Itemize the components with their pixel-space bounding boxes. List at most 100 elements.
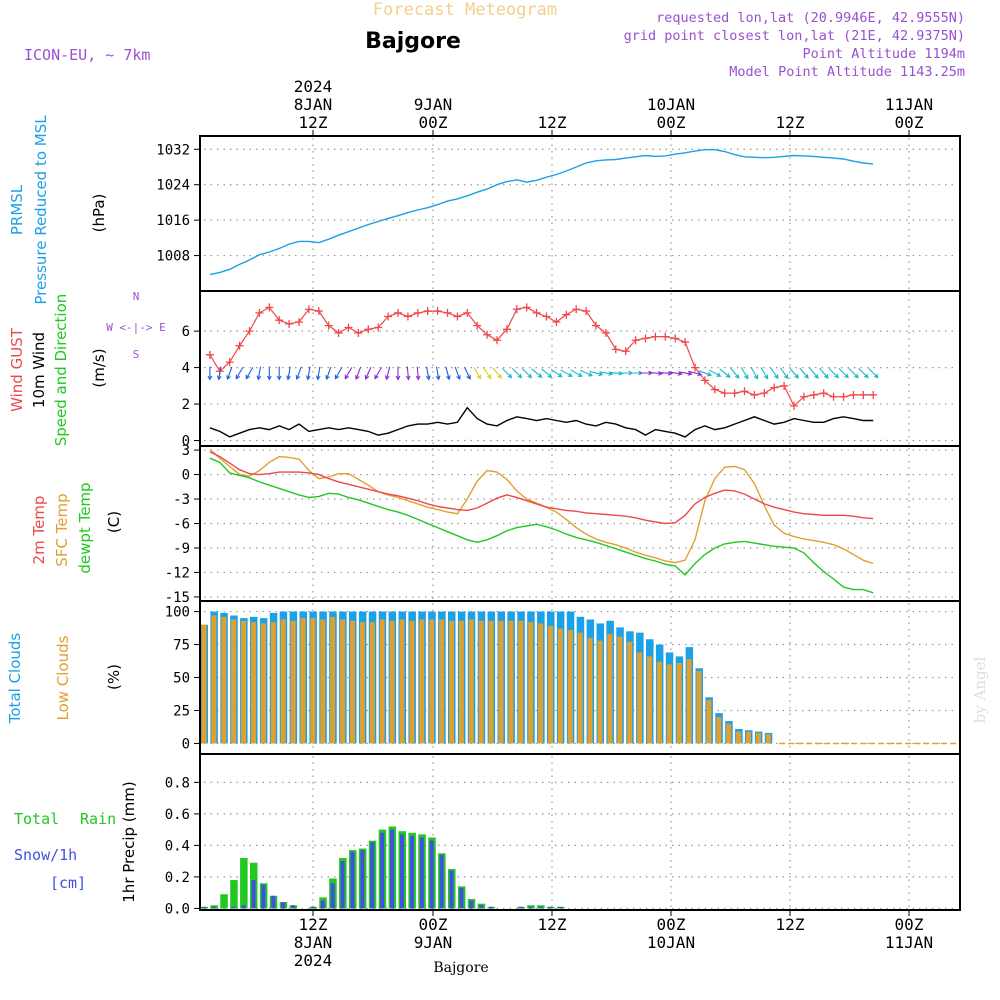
rain-bar xyxy=(230,880,238,909)
temperature-panel: -15 -12 -9 -6 -3 0 3 2m Temp SFC Temp dewpt Temp (… xyxy=(30,443,956,606)
low-cloud-bar xyxy=(597,640,603,744)
gust-marker xyxy=(611,345,620,354)
gust-marker xyxy=(532,308,541,317)
panel-frame xyxy=(199,753,961,911)
panel-label: 2m Temp xyxy=(30,496,48,565)
rain-bar xyxy=(220,894,228,909)
gust-marker xyxy=(443,308,452,317)
low-cloud-bar xyxy=(290,620,296,744)
snow-bar xyxy=(439,854,444,909)
top-axis-label: 12Z xyxy=(299,113,328,132)
snow-bar xyxy=(370,842,375,909)
y-axis-label: (hPa) xyxy=(90,194,108,233)
gust-marker xyxy=(285,319,294,328)
gust-marker xyxy=(265,303,274,312)
low-cloud-bar xyxy=(498,620,504,744)
y-tick-label: 0.0 xyxy=(165,901,190,917)
low-cloud-bar xyxy=(211,615,217,744)
wind-direction-arrow xyxy=(482,367,492,380)
y-tick-label: 6 xyxy=(182,324,190,340)
top-axis-label: 12Z xyxy=(776,113,805,132)
snow-bar xyxy=(489,906,494,909)
wind-direction-arrow xyxy=(266,366,272,381)
low-cloud-bar xyxy=(577,632,583,744)
compass-label: S xyxy=(133,348,140,361)
top-axis-label: 00Z xyxy=(657,113,686,132)
gust-marker xyxy=(770,383,779,392)
gust-marker xyxy=(691,363,699,372)
y-tick-label: 4 xyxy=(182,361,190,377)
wind-direction-arrow xyxy=(698,370,713,377)
top-axis-label: 12Z xyxy=(538,113,567,132)
wind-direction-arrow xyxy=(501,368,513,379)
gust-marker xyxy=(760,389,769,398)
wind-direction-arrow xyxy=(305,366,311,381)
bottom-axis-label: 00Z xyxy=(657,915,686,934)
low-cloud-bar xyxy=(260,623,266,744)
wind-direction-arrow xyxy=(226,366,233,381)
y-tick-label: 1008 xyxy=(156,249,190,265)
low-cloud-bar xyxy=(369,622,375,744)
wind-direction-arrow xyxy=(395,366,401,381)
gust-marker xyxy=(314,307,323,316)
point-altitude: Point Altitude 1194m xyxy=(802,46,965,62)
low-cloud-bar xyxy=(607,633,613,744)
wind-direction-arrow xyxy=(355,366,362,381)
snow-bar xyxy=(310,906,315,909)
y-tick-label: 75 xyxy=(173,638,190,654)
snow-bar xyxy=(340,861,345,909)
wind-direction-arrow xyxy=(245,367,254,380)
wind-direction-arrow xyxy=(256,366,262,381)
gust-marker xyxy=(631,336,640,345)
low-cloud-bar xyxy=(429,619,435,744)
pressure-panel: 1008 1016 1024 1032 PRMSL Pressure Reduced to… xyxy=(8,115,956,305)
low-cloud-bar xyxy=(439,619,445,744)
wind-direction-arrow xyxy=(473,367,481,380)
gust-marker xyxy=(700,376,709,385)
low-cloud-bar xyxy=(449,620,454,744)
gust-marker xyxy=(829,392,838,401)
low-cloud-bar xyxy=(488,620,494,744)
snow-bar xyxy=(419,837,424,909)
top-axis-label: 00Z xyxy=(419,113,448,132)
low-cloud-bar xyxy=(330,616,336,744)
wind-direction-arrow xyxy=(838,368,849,379)
low-cloud-bar xyxy=(231,619,237,744)
gust-marker xyxy=(483,330,492,339)
bottom-axis-label: 12Z xyxy=(299,915,328,934)
snow-bar xyxy=(330,883,335,909)
wind-direction-arrow xyxy=(819,367,829,379)
snow-bar xyxy=(360,850,365,909)
panel-label: Pressure Reduced to MSL xyxy=(32,115,50,305)
wind-direction-arrow xyxy=(521,368,533,379)
gust-marker xyxy=(799,392,808,401)
snow-bar xyxy=(518,906,523,909)
snow-bar xyxy=(390,829,395,909)
low-cloud-bar xyxy=(656,661,662,744)
panel-label: Snow/1h xyxy=(14,846,77,864)
snow-bar xyxy=(528,906,533,909)
wind-direction-arrow xyxy=(848,368,859,379)
gridpoint-coords: grid point closest lon,lat (21E, 42.9375… xyxy=(624,28,965,44)
wind-direction-arrow xyxy=(344,367,353,380)
wind-direction-arrow xyxy=(550,368,563,378)
y-tick-label: 2 xyxy=(182,397,190,413)
low-cloud-bar xyxy=(280,619,286,744)
bottom-axis-label: 8JAN xyxy=(294,933,333,952)
gust-marker xyxy=(324,321,333,330)
wind-direction-arrow xyxy=(828,368,840,379)
y-tick-label: 50 xyxy=(173,671,190,687)
low-cloud-bar xyxy=(746,731,751,744)
y-tick-label: 1016 xyxy=(156,213,190,229)
wind-direction-arrow xyxy=(719,368,731,378)
low-cloud-bar xyxy=(320,619,326,744)
panel-label: Total xyxy=(14,810,59,828)
wind-direction-arrow xyxy=(708,369,722,377)
wind-direction-arrow xyxy=(740,367,749,380)
low-cloud-bar xyxy=(518,620,524,744)
low-cloud-bar xyxy=(458,620,464,744)
gust-marker xyxy=(225,358,234,367)
temp-2m-line xyxy=(209,451,874,525)
